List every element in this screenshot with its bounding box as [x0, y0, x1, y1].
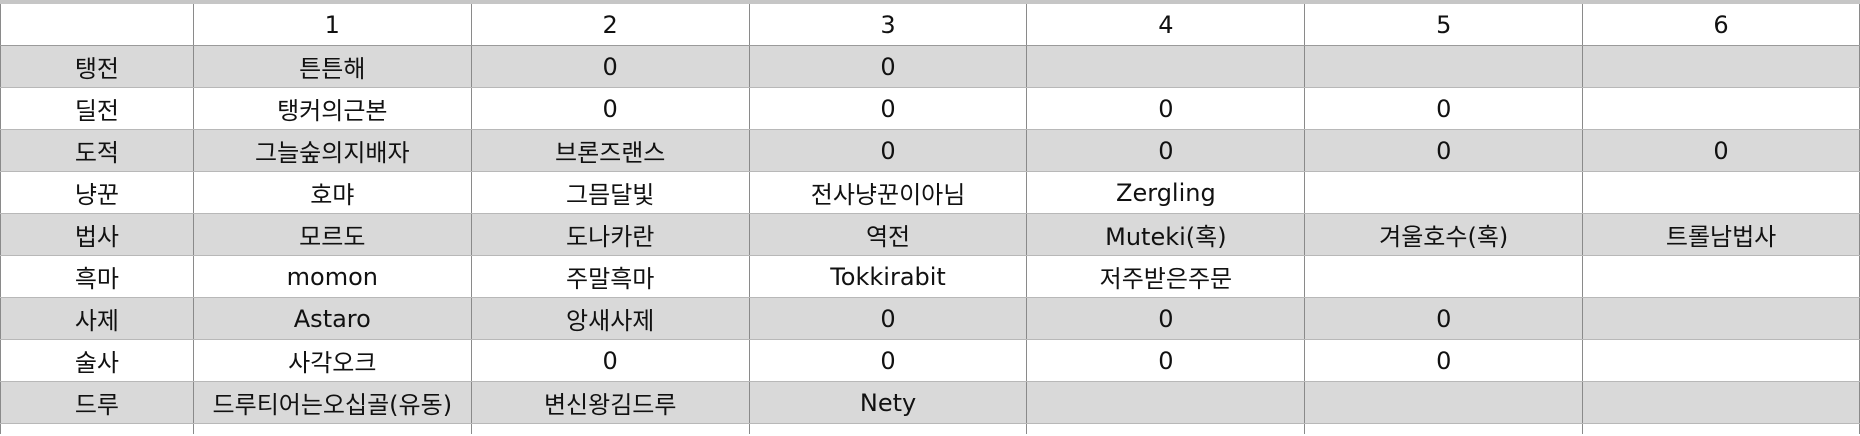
row-label-cell[interactable]: 흑마 — [0, 255, 194, 298]
table-row: 사제 Astaro 앙새사제 0 0 0 — [0, 297, 1860, 340]
grid-cell[interactable] — [1304, 381, 1584, 424]
grid-cell[interactable]: 주말흑마 — [471, 255, 750, 298]
grid-cell[interactable]: 0 — [1304, 297, 1584, 340]
grid-cell[interactable]: 0 — [1026, 339, 1306, 382]
grid-cell[interactable] — [1582, 45, 1860, 88]
grid-cell-empty[interactable] — [1582, 423, 1860, 434]
grid-cell[interactable]: 0 — [1304, 87, 1584, 130]
grid-cell[interactable] — [1582, 171, 1860, 214]
grid-cell[interactable]: 저주받은주문 — [1026, 255, 1306, 298]
grid-cell[interactable]: 트롤남법사 — [1582, 213, 1860, 256]
grid-cell[interactable] — [1582, 339, 1860, 382]
table-row: 술사 사각오크 0 0 0 0 — [0, 339, 1860, 382]
row-label-cell[interactable]: 냥꾼 — [0, 171, 194, 214]
column-header-cell[interactable]: 4 — [1026, 2, 1306, 46]
grid-cell[interactable]: 0 — [749, 45, 1028, 88]
table-row: 드루 드루티어는오십골(유동) 변신왕김드루 Nety — [0, 381, 1860, 424]
grid-cell[interactable]: Astaro — [193, 297, 472, 340]
grid-cell[interactable] — [1026, 381, 1306, 424]
grid-cell[interactable]: 0 — [1304, 339, 1584, 382]
grid-cell[interactable]: Tokkirabit — [749, 255, 1028, 298]
grid-cell-empty[interactable] — [193, 423, 472, 434]
grid-cell[interactable]: Muteki(혹) — [1026, 213, 1306, 256]
row-label-cell[interactable]: 딜전 — [0, 87, 194, 130]
table-row: 탱전 튼튼해 0 0 — [0, 45, 1860, 88]
grid-cell[interactable]: 0 — [1026, 87, 1306, 130]
grid-cell-empty[interactable] — [471, 423, 750, 434]
grid-cell[interactable]: 0 — [1582, 129, 1860, 172]
grid-cell[interactable]: 0 — [749, 339, 1028, 382]
grid-cell[interactable] — [1304, 45, 1584, 88]
table-row: 법사 모르도 도나카란 역전 Muteki(혹) 겨울호수(혹) 트롤남법사 — [0, 213, 1860, 256]
grid-cell[interactable]: 0 — [749, 129, 1028, 172]
column-header-cell[interactable]: 1 — [193, 2, 472, 46]
grid-cell[interactable] — [1304, 171, 1584, 214]
column-header-cell[interactable]: 6 — [1582, 2, 1860, 46]
column-header-cell[interactable]: 2 — [471, 2, 750, 46]
table-row: 흑마 momon 주말흑마 Tokkirabit 저주받은주문 — [0, 255, 1860, 298]
grid-cell[interactable]: 0 — [1304, 129, 1584, 172]
grid-cell[interactable]: Nety — [749, 381, 1028, 424]
grid-cell[interactable]: 겨울호수(혹) — [1304, 213, 1584, 256]
table-row: 딜전 탱커의근본 0 0 0 0 — [0, 87, 1860, 130]
column-header-cell[interactable]: 3 — [749, 2, 1028, 46]
grid-cell[interactable]: 0 — [749, 297, 1028, 340]
grid-cell[interactable]: 0 — [471, 87, 750, 130]
grid-cell-empty[interactable] — [1026, 423, 1306, 434]
row-label-cell[interactable]: 탱전 — [0, 45, 194, 88]
grid-cell[interactable]: momon — [193, 255, 472, 298]
grid-cell[interactable] — [1582, 297, 1860, 340]
table-row: 도적 그늘숲의지배자 브론즈랜스 0 0 0 0 — [0, 129, 1860, 172]
grid-cell-empty[interactable] — [0, 423, 194, 434]
table-row: 냥꾼 호먀 그믐달빛 전사냥꾼이아님 Zergling — [0, 171, 1860, 214]
grid-cell[interactable] — [1582, 255, 1860, 298]
grid-cell[interactable]: 0 — [471, 339, 750, 382]
grid-cell[interactable]: 사각오크 — [193, 339, 472, 382]
grid-cell[interactable]: 0 — [471, 45, 750, 88]
grid-cell[interactable]: 도나카란 — [471, 213, 750, 256]
row-label-cell[interactable]: 사제 — [0, 297, 194, 340]
column-header-cell[interactable]: 5 — [1304, 2, 1584, 46]
row-label-cell[interactable]: 도적 — [0, 129, 194, 172]
grid-cell[interactable]: 그믐달빛 — [471, 171, 750, 214]
grid-cell[interactable]: 모르도 — [193, 213, 472, 256]
grid-cell[interactable]: 역전 — [749, 213, 1028, 256]
grid-cell[interactable] — [1026, 45, 1306, 88]
row-label-cell[interactable]: 드루 — [0, 381, 194, 424]
row-label-cell[interactable]: 법사 — [0, 213, 194, 256]
grid-cell[interactable]: 앙새사제 — [471, 297, 750, 340]
grid-cell[interactable]: 호먀 — [193, 171, 472, 214]
grid-cell[interactable]: 탱커의근본 — [193, 87, 472, 130]
grid-cell[interactable] — [1304, 255, 1584, 298]
grid-cell[interactable]: 전사냥꾼이아님 — [749, 171, 1028, 214]
grid-cell[interactable]: 튼튼해 — [193, 45, 472, 88]
grid-cell-empty[interactable] — [1304, 423, 1584, 434]
grid-cell[interactable]: 드루티어는오십골(유동) — [193, 381, 472, 424]
grid-cell[interactable] — [1582, 381, 1860, 424]
grid-cell[interactable]: Zergling — [1026, 171, 1306, 214]
partial-row — [0, 423, 1860, 434]
grid-cell[interactable]: 0 — [1026, 297, 1306, 340]
grid-cell[interactable] — [1582, 87, 1860, 130]
grid-cell[interactable]: 브론즈랜스 — [471, 129, 750, 172]
row-label-cell[interactable]: 술사 — [0, 339, 194, 382]
grid-cell[interactable]: 변신왕김드루 — [471, 381, 750, 424]
grid-cell[interactable]: 그늘숲의지배자 — [193, 129, 472, 172]
corner-cell[interactable] — [0, 2, 194, 46]
grid-cell[interactable]: 0 — [1026, 129, 1306, 172]
grid-cell[interactable]: 0 — [749, 87, 1028, 130]
grid-cell-empty[interactable] — [749, 423, 1028, 434]
